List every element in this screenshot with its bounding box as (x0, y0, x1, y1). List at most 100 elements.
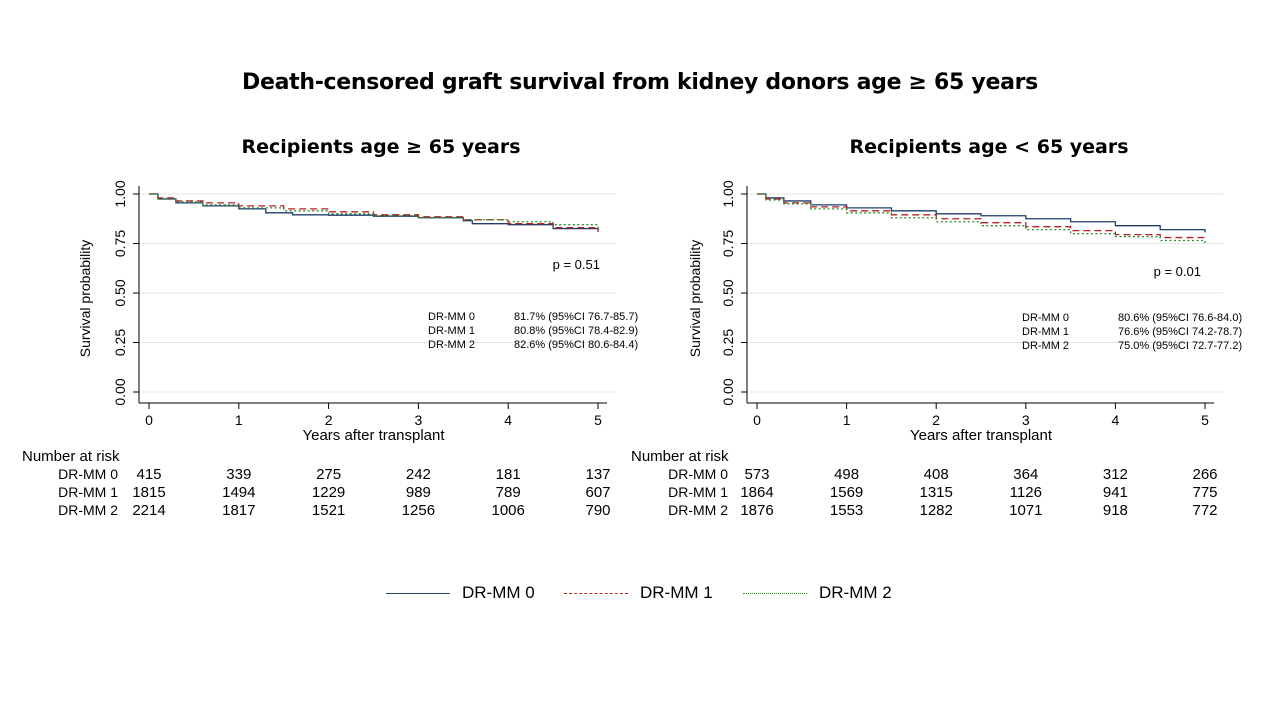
risk-value: 1876 (740, 502, 773, 519)
risk-value: 1521 (312, 502, 345, 519)
risk-value: 1569 (830, 484, 863, 501)
x-tick-label: 1 (235, 412, 243, 428)
risk-value: 1256 (402, 502, 435, 519)
risk-row-label: DR-MM 0 (58, 466, 118, 482)
estimate-value: 81.7% (95%CI 76.7-85.7) (514, 311, 638, 323)
x-axis-label: Years after transplant (910, 427, 1053, 444)
risk-value: 772 (1192, 502, 1217, 519)
km-curve-drmm1 (149, 193, 599, 233)
risk-value: 1229 (312, 484, 345, 501)
estimate-value: 80.8% (95%CI 78.4-82.9) (514, 325, 638, 337)
legend-item-drmm0: DR-MM 0 (386, 583, 535, 603)
risk-value: 1553 (830, 502, 863, 519)
risk-value: 137 (585, 466, 610, 483)
risk-value: 1494 (222, 484, 255, 501)
km-curve-drmm0 (757, 193, 1206, 233)
y-tick-label: 0.00 (720, 378, 736, 405)
estimate-value: 80.6% (95%CI 76.6-84.0) (1118, 312, 1242, 324)
estimate-group-label: DR-MM 2 (428, 339, 475, 351)
risk-value: 408 (924, 466, 949, 483)
risk-value: 364 (1013, 466, 1038, 483)
panel-title-left: Recipients age ≥ 65 years (241, 136, 521, 158)
legend-swatch-drmm1 (564, 592, 628, 594)
panel-title-right: Recipients age < 65 years (849, 136, 1129, 158)
y-tick-label: 1.00 (720, 180, 736, 207)
risk-value: 918 (1103, 502, 1128, 519)
x-axis-label: Years after transplant (302, 427, 445, 444)
risk-value: 1282 (920, 502, 953, 519)
y-tick-label: 0.00 (112, 378, 128, 405)
risk-value: 1817 (222, 502, 255, 519)
y-tick-label: 0.25 (112, 329, 128, 356)
risk-value: 941 (1103, 484, 1128, 501)
x-tick-label: 2 (932, 412, 940, 428)
estimate-group-label: DR-MM 2 (1022, 340, 1069, 352)
legend-swatch-drmm2 (743, 592, 807, 594)
risk-value: 312 (1103, 466, 1128, 483)
risk-value: 989 (406, 484, 431, 501)
y-tick-label: 1.00 (112, 180, 128, 207)
p-value: p = 0.51 (553, 257, 600, 272)
risk-value: 1071 (1009, 502, 1042, 519)
x-tick-label: 0 (145, 412, 153, 428)
y-tick-label: 0.25 (720, 329, 736, 356)
x-tick-label: 3 (1022, 412, 1030, 428)
risk-row-label: DR-MM 2 (58, 502, 118, 518)
risk-value: 266 (1192, 466, 1217, 483)
y-tick-label: 0.50 (720, 279, 736, 306)
legend-label-drmm2: DR-MM 2 (819, 583, 892, 602)
risk-value: 275 (316, 466, 341, 483)
x-tick-label: 3 (415, 412, 423, 428)
risk-value: 607 (585, 484, 610, 501)
y-tick-label: 0.50 (112, 279, 128, 306)
risk-row-label: DR-MM 0 (668, 466, 728, 482)
estimate-group-label: DR-MM 0 (428, 311, 475, 323)
risk-table-header: Number at risk (631, 448, 729, 465)
estimate-group-label: DR-MM 1 (1022, 326, 1069, 338)
x-tick-label: 4 (1112, 412, 1120, 428)
km-curve-drmm2 (757, 193, 1206, 244)
estimate-value: 76.6% (95%CI 74.2-78.7) (1118, 326, 1242, 338)
y-axis-label: Survival probability (77, 240, 93, 358)
risk-value: 339 (226, 466, 251, 483)
risk-row-label: DR-MM 1 (668, 484, 728, 500)
x-tick-label: 2 (325, 412, 333, 428)
risk-value: 498 (834, 466, 859, 483)
estimate-value: 75.0% (95%CI 72.7-77.2) (1118, 340, 1242, 352)
x-tick-label: 0 (753, 412, 761, 428)
risk-value: 181 (496, 466, 521, 483)
legend-label-drmm0: DR-MM 0 (462, 583, 535, 602)
km-curve-drmm2 (149, 193, 599, 229)
risk-value: 1126 (1010, 484, 1042, 501)
legend: DR-MM 0 DR-MM 1 DR-MM 2 (0, 583, 1280, 607)
risk-value: 790 (585, 502, 610, 519)
figure-title: Death-censored graft survival from kidne… (242, 70, 1038, 95)
estimate-group-label: DR-MM 0 (1022, 312, 1069, 324)
x-tick-label: 5 (1201, 412, 1209, 428)
y-tick-label: 0.75 (112, 230, 128, 257)
x-tick-label: 1 (843, 412, 851, 428)
risk-value: 415 (136, 466, 161, 483)
y-axis-label: Survival probability (687, 240, 703, 358)
risk-value: 573 (744, 466, 769, 483)
risk-table-header: Number at risk (22, 448, 120, 465)
x-tick-label: 5 (594, 412, 602, 428)
km-curve-drmm1 (757, 193, 1206, 241)
risk-value: 1315 (920, 484, 953, 501)
legend-swatch-drmm0 (386, 592, 450, 594)
risk-row-label: DR-MM 1 (58, 484, 118, 500)
legend-item-drmm2: DR-MM 2 (743, 583, 892, 603)
x-tick-label: 4 (504, 412, 512, 428)
risk-value: 1815 (132, 484, 165, 501)
y-tick-label: 0.75 (720, 230, 736, 257)
risk-value: 789 (496, 484, 521, 501)
estimate-value: 82.6% (95%CI 80.6-84.4) (514, 339, 638, 351)
risk-row-label: DR-MM 2 (668, 502, 728, 518)
estimate-group-label: DR-MM 1 (428, 325, 475, 337)
risk-value: 1864 (740, 484, 773, 501)
risk-value: 775 (1192, 484, 1217, 501)
risk-value: 2214 (132, 502, 165, 519)
legend-label-drmm1: DR-MM 1 (640, 583, 713, 602)
legend-item-drmm1: DR-MM 1 (564, 583, 713, 603)
